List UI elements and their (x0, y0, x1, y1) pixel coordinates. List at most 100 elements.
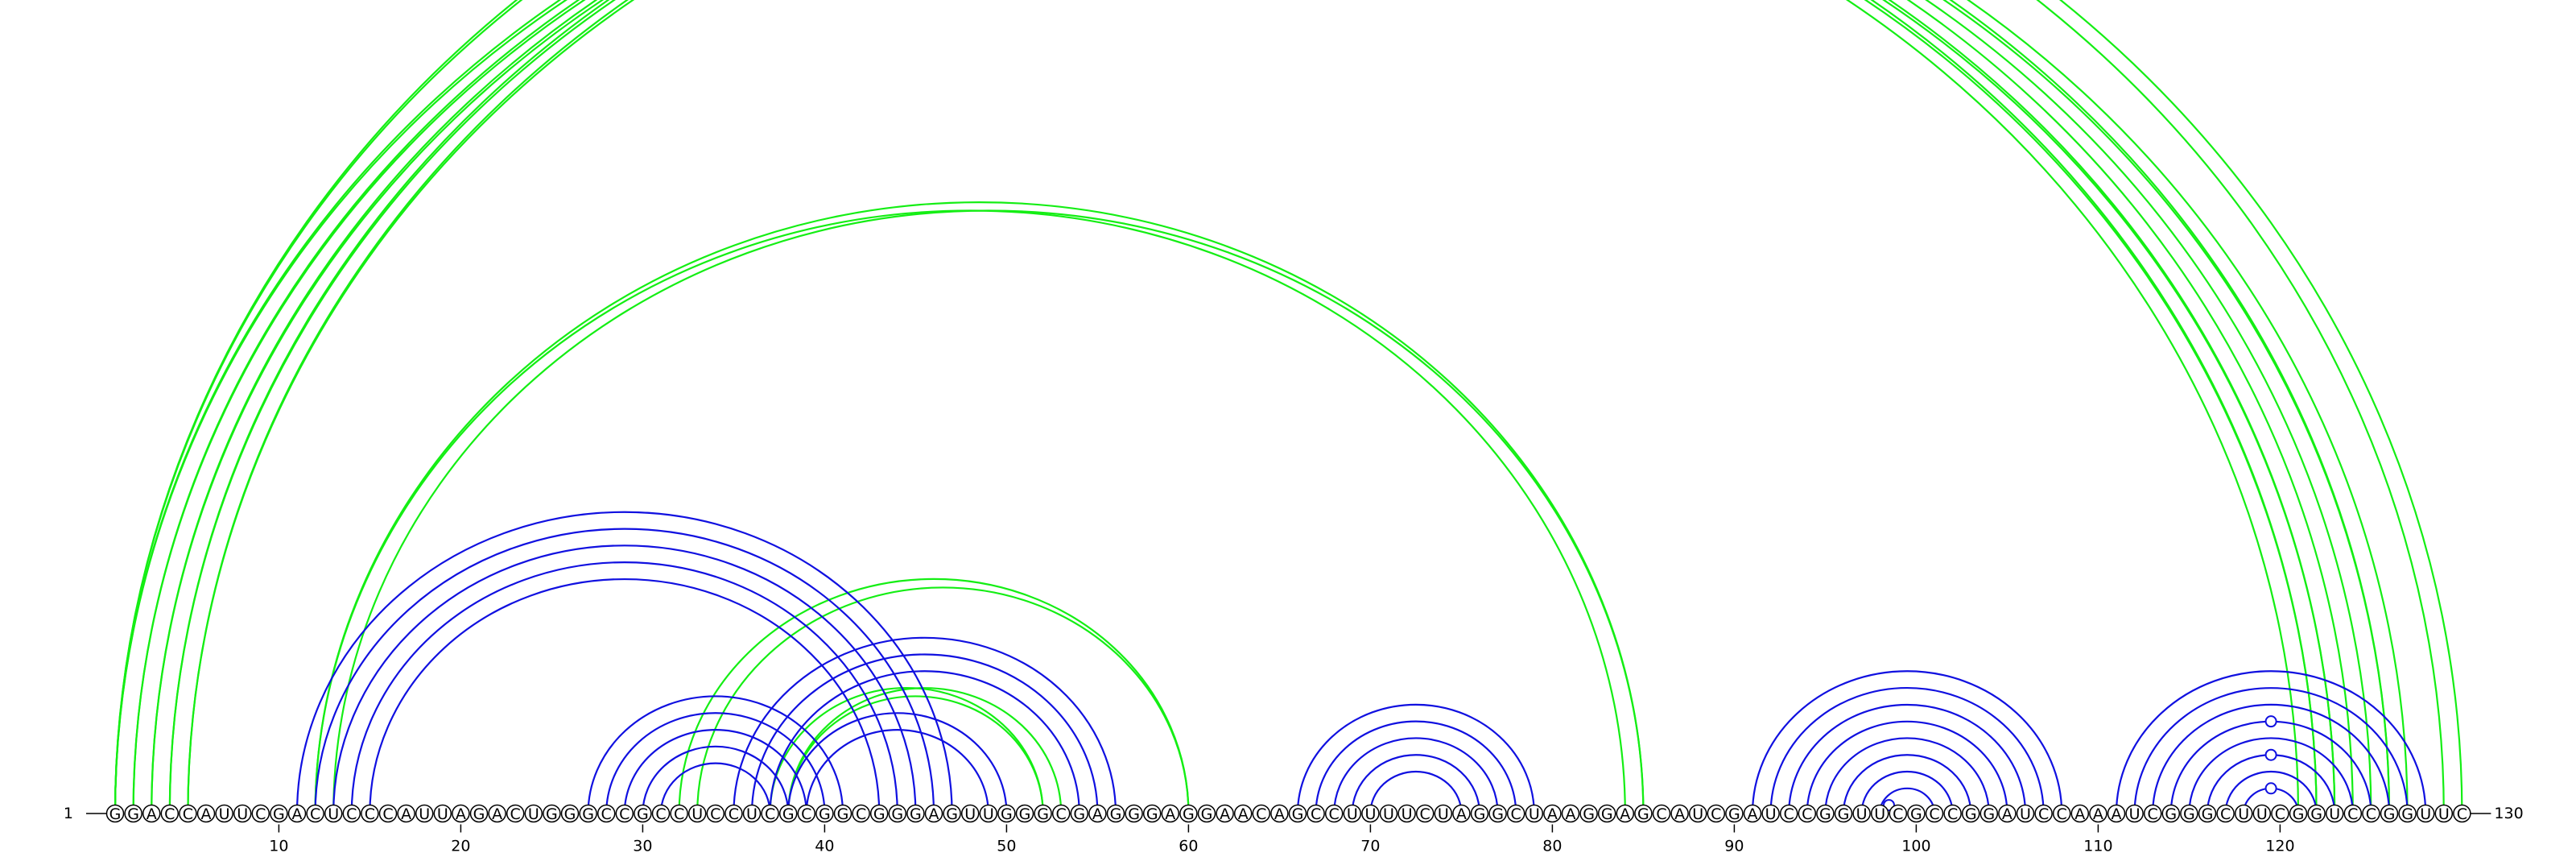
nucleotide-letter: G (127, 805, 139, 823)
nucleotide-letter: A (1165, 805, 1175, 823)
nucleotide: C (797, 804, 816, 823)
nucleotide-circle (2125, 804, 2144, 823)
nucleotide-circle (233, 804, 252, 823)
nucleotide-letter: C (255, 805, 266, 823)
nucleotide-circle (2380, 804, 2399, 823)
base-pair-arc (114, 0, 2445, 814)
nucleotide-circle (1925, 804, 1944, 823)
nucleotide-circle (324, 804, 343, 823)
nucleotide: C (179, 804, 197, 823)
nucleotide: U (1379, 804, 1398, 823)
base-pair-arc (168, 0, 2372, 814)
nucleotide-letter: G (2401, 805, 2413, 823)
nucleotide-letter: C (2347, 805, 2358, 823)
base-pair-arc (2188, 737, 2354, 814)
nucleotide: C (2052, 804, 2071, 823)
nucleotide-circle (1834, 804, 1853, 823)
nucleotide-letter: G (1965, 805, 1977, 823)
base-pair-arc (787, 686, 1063, 814)
arc-marker (2264, 748, 2277, 761)
nucleotide-letter: A (1620, 805, 1630, 823)
nucleotide: C (1925, 804, 1944, 823)
nucleotide: G (1288, 804, 1307, 823)
nucleotide-letter: C (164, 805, 175, 823)
nucleotide-circle (888, 804, 907, 823)
tick-label: 70 (1360, 838, 1380, 855)
arcs-layer (114, 0, 2463, 814)
nucleotide-circle (1634, 804, 1653, 823)
nucleotide-circle (1324, 804, 1344, 823)
nucleotide: C (1051, 804, 1071, 823)
nucleotide-circle (1889, 804, 1908, 823)
base-pair-arc (350, 561, 898, 814)
nucleotide-circle (2453, 804, 2471, 823)
nucleotide-circle (1961, 804, 1980, 823)
tick-label: 110 (2083, 838, 2112, 855)
nucleotide-letter: A (1566, 805, 1576, 823)
nucleotide-letter: C (2220, 805, 2231, 823)
nucleotide-circle (1070, 804, 1089, 823)
nucleotide: U (324, 804, 343, 823)
nucleotide: G (1816, 804, 1835, 823)
nucleotide-circle (488, 804, 506, 823)
nucleotide-circle (815, 804, 834, 823)
nucleotide-circle (579, 804, 597, 823)
tick-label: 40 (815, 838, 834, 855)
nucleotide-letter: U (1874, 805, 1885, 823)
nucleotide: G (560, 804, 580, 823)
nucleotide-circle (452, 804, 470, 823)
nucleotide: U (524, 804, 543, 823)
base-pair-arc (332, 209, 1645, 814)
tick-label: 10 (269, 838, 288, 855)
nucleotide: G (1179, 804, 1198, 823)
nucleotide: G (1961, 804, 1980, 823)
nucleotide-letter: G (891, 805, 903, 823)
nucleotide-letter: U (528, 805, 539, 823)
tick-label: 80 (1542, 838, 1562, 855)
nucleotide-letter: U (2420, 805, 2431, 823)
nucleotide: C (597, 804, 616, 823)
nucleotide-letter: G (2183, 805, 2195, 823)
nucleotide-letter: A (401, 805, 411, 823)
nucleotide: A (1452, 804, 1471, 823)
nucleotide-circle (1361, 804, 1380, 823)
nucleotide: C (2343, 804, 2363, 823)
nucleotide: G (869, 804, 889, 823)
nucleotide: A (1561, 804, 1580, 823)
nucleotide-circle (979, 804, 998, 823)
nucleotide-letter: U (2129, 805, 2140, 823)
nucleotide-circle (1088, 804, 1107, 823)
base-pair-arc (1860, 770, 1954, 814)
nucleotide-letter: C (2366, 805, 2376, 823)
nucleotide: G (2161, 804, 2181, 823)
nucleotide: C (1307, 804, 1325, 823)
nucleotide: C (651, 804, 671, 823)
nucleotide-circle (1252, 804, 1271, 823)
nucleotide: G (1034, 804, 1052, 823)
nucleotide-circle (2398, 804, 2417, 823)
nucleotide-letter: C (729, 805, 739, 823)
nucleotide: G (815, 804, 834, 823)
nucleotide-letter: C (674, 805, 684, 823)
nucleotide-letter: G (1819, 805, 1831, 823)
nucleotide: G (634, 804, 652, 823)
nucleotide-letter: G (582, 805, 594, 823)
base-pair-arc (787, 712, 1008, 814)
arc-marker (2264, 715, 2277, 728)
nucleotide-circle (1015, 804, 1034, 823)
nucleotide-circle (1125, 804, 1143, 823)
nucleotide-letter: G (637, 805, 649, 823)
nucleotide: C (2362, 804, 2380, 823)
nucleotide-circle (1415, 804, 1435, 823)
nucleotide: G (906, 804, 925, 823)
nucleotide: A (397, 804, 415, 823)
nucleotide-circle (1488, 804, 1507, 823)
nucleotide: G (1907, 804, 1926, 823)
nucleotide: C (306, 804, 324, 823)
nucleotide: C (1506, 804, 1525, 823)
nucleotide: C (724, 804, 743, 823)
nucleotide: G (1597, 804, 1616, 823)
base-pair-arc (1824, 737, 1990, 814)
nucleotide-circle (634, 804, 652, 823)
nucleotide-circle (1870, 804, 1889, 823)
